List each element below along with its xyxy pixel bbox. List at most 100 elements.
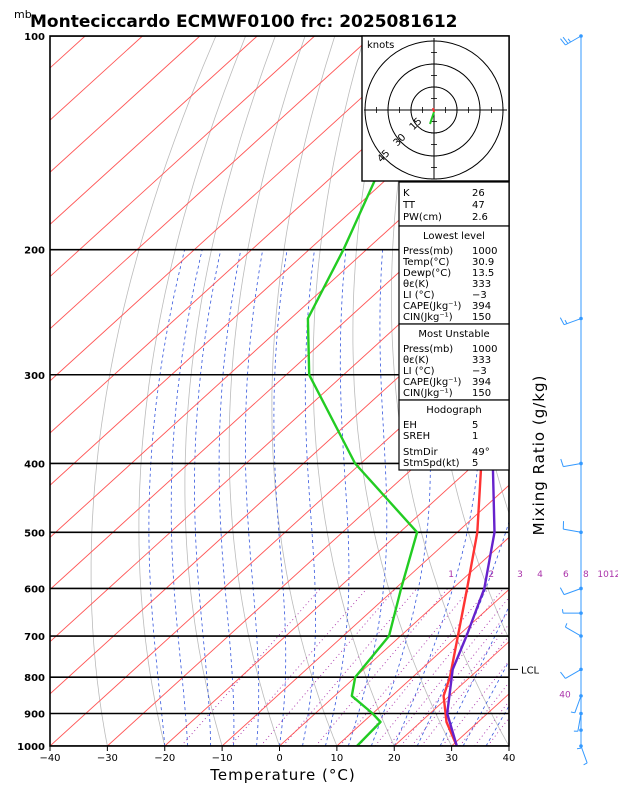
dry-adiabat-line [271,36,338,746]
wind-barb-shaft [574,695,582,713]
index-label: LI (°C) [403,366,435,377]
pressure-tick-label: 900 [24,710,45,721]
temperature-tick-label: 0 [276,753,282,764]
index-label: θε(K) [403,355,429,366]
index-label: Press(mb) [403,344,453,355]
moist-adiabat-line [462,660,509,746]
wind-barb-flag [559,587,565,595]
chart-title: Monteciccardo ECMWF0100 frc: 2025081612 [30,12,458,32]
mixing-ratio-line [229,588,368,746]
index-label: StmSpd(kt) [403,458,460,469]
mixing-ratio-line [180,588,321,746]
isotherm-line [50,223,509,643]
index-value: 1000 [472,344,497,355]
dewpoint-profile-line [306,36,477,746]
index-label: PW(cm) [403,212,442,223]
lcl-label: LCL [521,665,540,676]
wind-barb-shaft [563,462,582,468]
mixing-ratio-line [282,588,418,746]
mixing-ratio-label: 3 [517,570,523,580]
temperature-tick-label: −10 [212,753,233,764]
hodograph-trace-mid [432,107,435,113]
isotherm-line [50,36,488,434]
isotherm-line [50,171,509,591]
isotherm-line [50,36,143,121]
moist-adiabat-line [416,520,509,746]
index-value: 5 [472,458,478,469]
pressure-tick-label: 700 [24,632,45,643]
temperature-tick-label: 30 [445,753,458,764]
mixing-ratio-line [260,588,397,746]
dry-adiabat-line [600,36,618,746]
temperature-tick-label: 40 [503,753,516,764]
index-label: CAPE(Jkg⁻¹) [403,377,461,388]
index-label: Temp(°C) [402,257,450,268]
wind-barb-flag [560,458,564,467]
wind-barb-flag [564,319,568,324]
dry-adiabat-line [184,36,276,746]
indices-box [398,181,510,227]
pressure-tick-label: 400 [24,459,45,470]
pressure-tick-label: 100 [24,32,45,43]
index-label: Press(mb) [403,246,453,257]
isotherm-line [279,536,509,746]
mixing-ratio-label: 6 [563,570,569,580]
index-value: 394 [472,377,491,388]
isotherm-line [50,119,509,538]
hodograph-trace-low [429,111,435,125]
mixing-ratio-label: 1 [448,570,454,580]
temperature-tick-label: −20 [154,753,175,764]
dry-adiabat-line [228,36,306,746]
most-unstable-heading: Most Unstable [418,329,489,340]
index-value: −3 [472,290,487,301]
isotherm-line [50,36,430,382]
wind-barb-shaft [563,528,582,533]
mixing-ratio-line [487,717,509,746]
temperature-tick-label: −30 [97,753,118,764]
temperature-tick-label: −40 [39,753,60,764]
wind-barb-flag [570,711,575,714]
temperature-tick-label: 20 [388,753,401,764]
index-label: StmDir [403,447,438,458]
moist-adiabat-line [325,249,350,746]
wind-barb-flag [562,36,569,44]
hodograph-index-heading: Hodograph [426,405,481,416]
moist-adiabat-line [439,605,509,746]
index-label: TT [402,200,416,211]
pressure-tick-label: 800 [24,673,45,684]
wind-barb-shaft [565,626,582,637]
index-label: Dewp(°C) [403,268,451,279]
index-value: 150 [472,312,491,323]
moist-adiabat-line [218,249,242,746]
index-label: LI (°C) [403,290,435,301]
pressure-tick-label: 300 [24,371,45,382]
wind-profile [559,34,588,766]
wind-barb-flag [560,671,566,679]
index-label: θε(K) [403,279,429,290]
wind-barb-flag [583,762,588,766]
wind-barb-flag [564,623,568,628]
grid-lines [50,36,618,746]
dry-adiabat-line [391,36,509,746]
isotherm-line [50,36,258,226]
pressure-tick-label: 500 [24,528,45,539]
index-value: 394 [472,301,491,312]
isotherm-line [508,745,509,746]
wind-barb-flag [567,38,572,43]
lowest-level-heading: Lowest level [423,231,485,242]
mixing-ratio-label: 8 [583,570,589,580]
hodograph-unit: knots [367,40,394,51]
right-axis-label: Mixing Ratio (g/kg) [530,375,548,536]
temperature-profile-line [442,279,509,746]
index-label: CIN(Jkg⁻¹) [403,312,453,323]
dry-adiabat-line [312,36,395,746]
wind-barb-shaft [580,745,588,764]
index-label: EH [403,420,417,431]
index-label: CIN(Jkg⁻¹) [403,388,453,399]
unit-label-mb: mb [14,8,32,21]
mixing-ratio-label: 10 [597,570,609,580]
